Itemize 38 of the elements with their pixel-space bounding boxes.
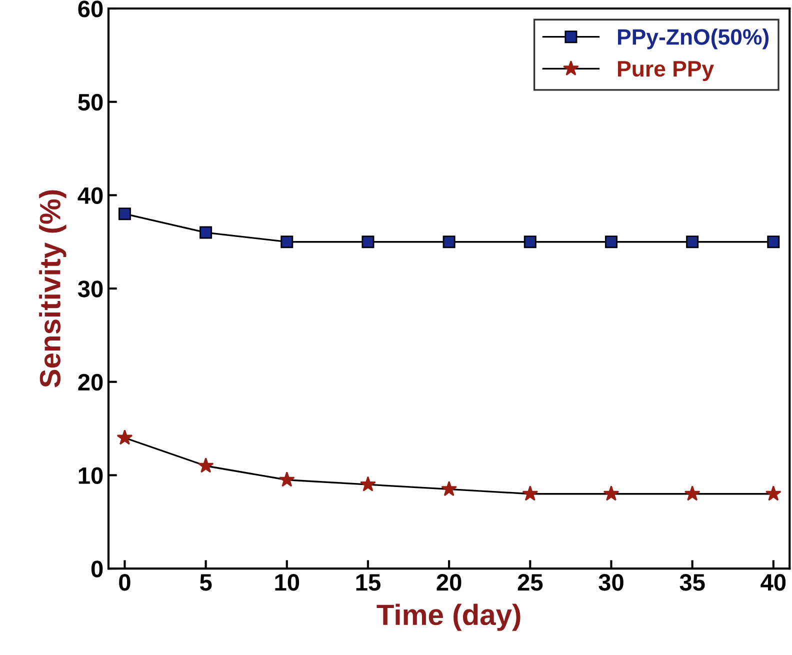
point [362,236,374,248]
point [524,236,536,248]
point [118,208,131,220]
point [442,236,456,248]
point [603,486,620,501]
point [360,476,376,492]
point [522,486,538,501]
point [198,458,214,473]
y-tick-label: 60 [78,0,103,18]
point [684,486,700,501]
x-tick-label: 30 [598,574,624,591]
x-tick-label: 25 [518,574,543,591]
x-tick-label: 0 [119,574,130,591]
point [686,236,699,248]
point [604,236,618,248]
x-tick-label: 20 [436,574,462,591]
y-tick-label: 40 [78,187,103,204]
x-tick-label: 40 [760,574,786,591]
y-tick-label: 10 [78,467,103,484]
y-tick-label: 50 [78,94,103,111]
point [200,226,212,239]
point [280,236,294,248]
legend-label: Pure PPy [618,61,714,82]
x-tick-label: 10 [275,574,300,591]
point [441,480,458,496]
y-axis-title: Sensitivity (%) [39,190,66,388]
legend-label: PPy-ZnO(50%) [618,28,769,50]
point [767,236,780,248]
x-tick-label: 15 [356,574,380,591]
point [116,430,133,445]
x-tick-label: 5 [200,574,212,591]
x-tick-label: 35 [680,574,705,591]
point [278,472,295,487]
y-tick-label: 0 [91,560,103,578]
point [765,486,782,501]
y-tick-label: 20 [78,374,103,391]
x-axis-title: Time (day) [376,604,520,631]
y-tick-label: 30 [78,280,103,298]
